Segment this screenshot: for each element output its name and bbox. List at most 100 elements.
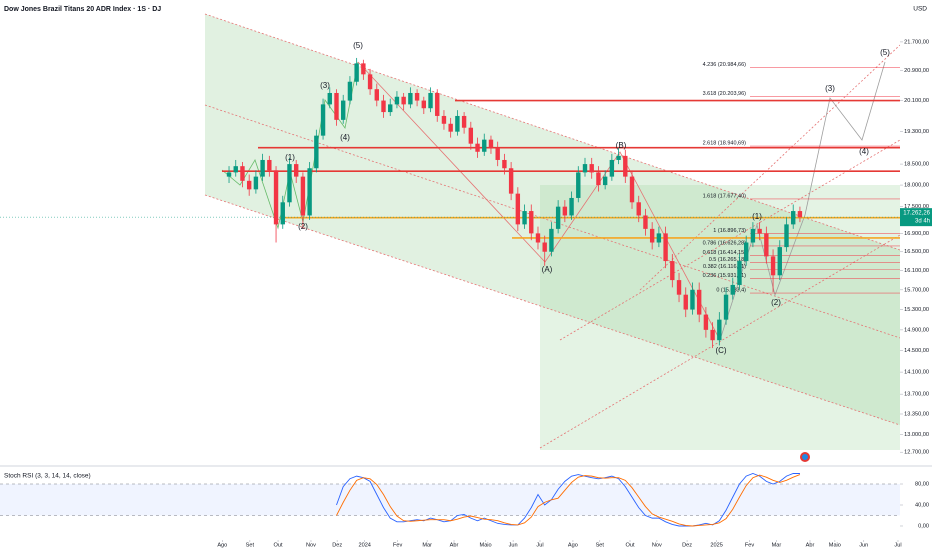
candle-body: [448, 123, 453, 132]
x-tick-label: Dez: [332, 542, 342, 548]
x-tick-label: Mar: [772, 542, 782, 548]
candle-body: [529, 211, 534, 234]
countdown-label: 3d 4h: [915, 219, 930, 225]
wave-label: (1): [752, 212, 762, 221]
candle-body: [515, 193, 521, 225]
candle-body: [381, 100, 386, 113]
y-tick-label: 14.900,00: [904, 327, 929, 333]
candle-body: [253, 176, 259, 190]
candle-body: [616, 155, 621, 160]
y-tick-label: 12.700,00: [904, 450, 929, 456]
wave-label: (B): [616, 141, 627, 150]
candle-body: [623, 155, 628, 177]
candle-body: [690, 289, 695, 310]
candle-body: [354, 63, 359, 82]
price-axis-bg: [900, 0, 932, 550]
x-tick-label: Jul: [894, 542, 901, 548]
y-tick-label: 20.100,00: [904, 98, 929, 104]
candle-body: [367, 74, 373, 90]
candle-body: [784, 224, 789, 248]
candle-body: [764, 233, 769, 257]
y-tick-label: 40,00: [915, 502, 929, 508]
candle-body: [576, 172, 581, 198]
fib-label: 0.618 (16.414,15): [703, 250, 747, 256]
candle-body: [267, 159, 272, 171]
fib-label: 0.5 (16.265,18): [709, 257, 746, 263]
band-fill: [0, 484, 900, 516]
wave-label: (A): [542, 265, 553, 274]
currency-label: USD: [913, 6, 927, 13]
y-tick-label: 0,00: [918, 523, 929, 529]
candle-body: [663, 233, 668, 262]
candle-body: [676, 280, 682, 295]
candle-body: [475, 143, 480, 152]
candle-body: [770, 256, 776, 276]
wave-label: (4): [859, 147, 869, 156]
candle-body: [542, 242, 547, 252]
candle-body: [502, 159, 507, 169]
x-tick-label: 2024: [358, 542, 370, 548]
x-tick-label: Abr: [806, 542, 815, 548]
candle-body: [670, 261, 675, 281]
y-tick-label: 16.500,00: [904, 249, 929, 255]
candle-body: [522, 211, 527, 225]
candle-body: [300, 176, 306, 216]
candle-body: [791, 211, 796, 225]
candle-body: [602, 176, 608, 186]
candle-body: [683, 294, 688, 310]
x-tick-label: Nov: [652, 542, 662, 548]
candle-body: [260, 159, 265, 177]
channel-line: [639, 44, 901, 291]
candle-body: [233, 166, 238, 173]
wave-label: (2): [298, 222, 308, 231]
wave-path: [357, 61, 721, 341]
candle-body: [777, 247, 782, 276]
x-tick-label: Set: [596, 542, 605, 548]
event-marker-inner: [802, 454, 808, 460]
last-price-label: 17.262,26: [903, 211, 930, 217]
y-tick-label: 17.500,00: [904, 204, 929, 210]
stoch-line: [336, 473, 800, 527]
candle-body: [703, 314, 709, 330]
candle-body: [636, 202, 641, 216]
candle-body: [643, 215, 648, 229]
wave-label: (1): [285, 153, 295, 162]
x-tick-label: Out: [274, 542, 283, 548]
channel-line: [539, 234, 901, 449]
candle-body: [797, 211, 803, 218]
x-tick-label: Dez: [682, 542, 692, 548]
candle-body: [314, 135, 319, 169]
candle-body: [341, 100, 346, 120]
x-tick-label: Fev: [745, 542, 755, 548]
x-tick-label: Ago: [568, 542, 578, 548]
channel-line: [559, 139, 901, 341]
x-tick-label: Jul: [536, 542, 543, 548]
x-tick-label: Ago: [217, 542, 227, 548]
candle-body: [461, 115, 467, 128]
wave-label: (3): [825, 84, 835, 93]
candle-body: [246, 180, 252, 190]
candle-body: [757, 228, 762, 234]
chart-title: Dow Jones Brazil Titans 20 ADR Index · 1…: [4, 6, 161, 13]
projection-zone: [540, 185, 900, 450]
fib-label: 1 (16.896,73): [713, 228, 746, 234]
candle-body: [569, 197, 574, 216]
candle-body: [287, 164, 292, 203]
candle-body: [656, 233, 662, 243]
stoch-line: [336, 474, 801, 527]
candle-body: [535, 233, 541, 243]
wave-label: (3): [320, 81, 330, 90]
x-tick-label: Maio: [480, 542, 492, 548]
y-tick-label: 16.100,00: [904, 268, 929, 274]
candle-body: [455, 115, 460, 132]
candle-body: [320, 104, 326, 136]
y-tick-label: 15.700,00: [904, 287, 929, 293]
wave-label: (5): [353, 41, 363, 50]
wave-label: (4): [340, 133, 350, 142]
candle-body: [388, 104, 393, 113]
x-tick-label: 2025: [710, 542, 722, 548]
fib-label: 0.786 (16.626,28): [703, 240, 747, 246]
y-tick-label: 14.100,00: [904, 370, 929, 376]
candle-body: [750, 228, 756, 243]
